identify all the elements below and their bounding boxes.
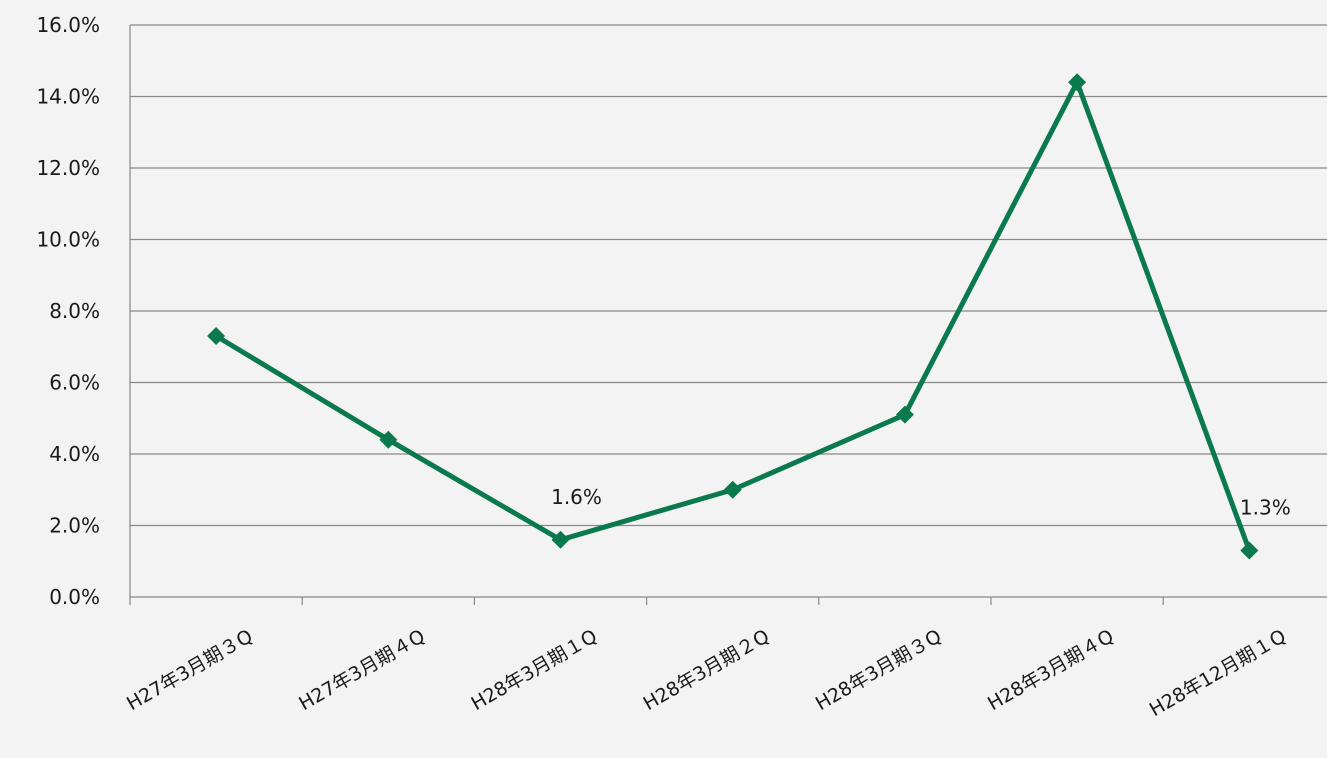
data-point-marker xyxy=(723,480,742,499)
data-point-marker xyxy=(207,327,226,346)
data-point-marker xyxy=(1068,73,1087,92)
x-category-label: H28年3月期３Q xyxy=(812,625,946,715)
data-point-marker xyxy=(895,405,914,424)
series-line xyxy=(213,79,1252,554)
y-tick-label: 0.0% xyxy=(49,585,100,609)
y-tick-label: 14.0% xyxy=(36,85,100,109)
y-tick-label: 16.0% xyxy=(36,13,100,37)
data-point-marker xyxy=(379,430,398,449)
data-point-marker xyxy=(551,530,570,549)
y-tick-label: 12.0% xyxy=(36,156,100,180)
x-category-label: H27年3月期４Q xyxy=(295,625,429,715)
x-category-label: H28年12月期１Q xyxy=(1146,625,1290,721)
x-category-label: H28年3月期２Q xyxy=(640,625,774,715)
y-tick-label: 4.0% xyxy=(49,442,100,466)
data-point-marker xyxy=(1240,541,1259,560)
x-category-label: H27年3月期３Q xyxy=(123,625,257,715)
x-category-label: H28年3月期４Q xyxy=(984,625,1118,715)
x-category-label: H28年3月期１Q xyxy=(467,625,601,715)
y-tick-label: 2.0% xyxy=(49,514,100,538)
data-label: 1.3% xyxy=(1240,496,1291,520)
y-tick-label: 10.0% xyxy=(36,228,100,252)
y-tick-label: 8.0% xyxy=(49,299,100,323)
data-label: 1.6% xyxy=(551,485,602,509)
y-tick-label: 6.0% xyxy=(49,371,100,395)
